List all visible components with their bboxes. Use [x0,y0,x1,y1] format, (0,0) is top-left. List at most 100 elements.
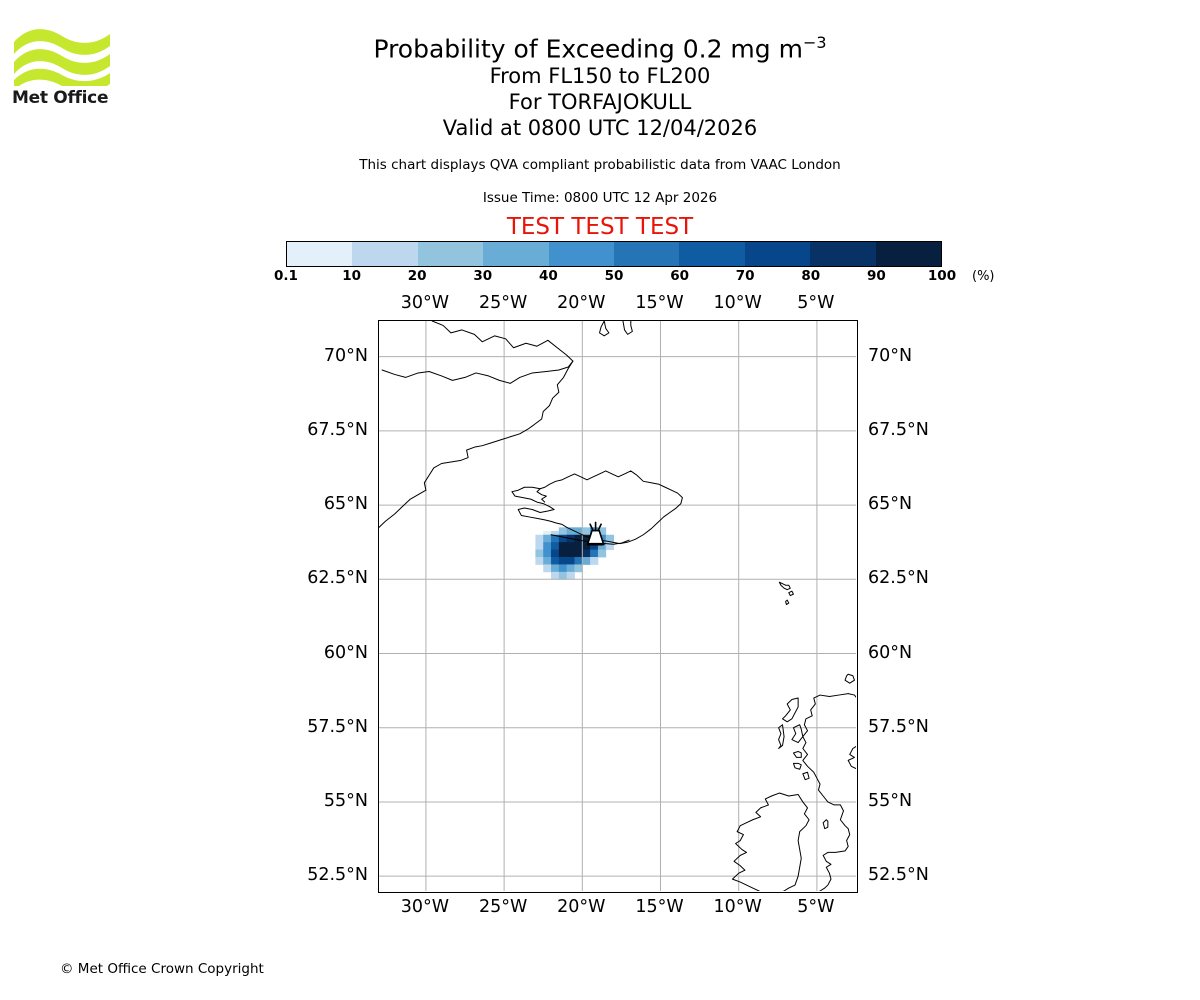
ash-cell [558,534,568,543]
lat-label-left-65°N: 65°N [323,494,368,515]
colorbar-tick-0.1: 0.1 [274,268,298,284]
ash-cell [543,534,552,543]
ash-probability-cells [535,527,614,580]
ash-cell [597,527,607,536]
ash-cell [566,549,575,558]
ash-cell [574,527,583,536]
ash-cell [582,542,591,550]
colorbar-tick-20: 20 [407,268,427,284]
colorbar-tick-40: 40 [538,268,558,284]
lon-label-bottom-25°W: 25°W [478,897,528,917]
ash-cell [535,542,544,550]
colorbar-tick-labels: 0.1 10 20 30 40 50 60 70 80 90 100 [274,268,956,286]
colorbar-tick-30: 30 [473,268,493,284]
ash-cell [566,571,575,580]
lat-label-left-55°N: 55°N [323,790,368,811]
lon-label-top-30°W: 30°W [400,293,450,313]
colorbar-band-2 [417,242,484,266]
lon-label-bottom-15°W: 15°W [635,897,684,917]
met-office-logo: Met Office [12,20,112,115]
colorbar-tick-70: 70 [735,268,755,284]
ash-cell [566,564,575,573]
colorbar-tick-10: 10 [342,268,361,284]
volcano-plume-2 [597,523,602,532]
coastlines [379,321,856,891]
ash-cell [574,534,583,543]
ash-cell [597,549,607,558]
test-banner: TEST TEST TEST [506,214,694,240]
ash-cell [543,549,552,558]
colorbar-tick-90: 90 [866,268,886,284]
colorbar-tick-60: 60 [670,268,689,284]
lat-label-right-65°N: 65°N [868,494,913,515]
ash-cell [582,534,591,543]
lat-label-left-62.5°N: 62.5°N [307,568,368,589]
coastline-segment [782,697,799,723]
ash-cell [574,549,583,558]
ash-cell [590,542,599,550]
colorbar-band-5 [614,242,680,266]
colorbar-gradient [286,241,942,267]
coastline-segment [599,321,610,337]
colorbar-band-0 [287,242,353,266]
colorbar-band-8 [810,242,876,266]
colorbar-band-1 [352,242,418,266]
ash-cell [551,571,560,580]
ash-cell [551,549,560,558]
ash-cell [535,549,544,558]
coastline-segment [792,750,802,758]
coastline-segment [822,819,829,830]
lon-label-top-10°W: 10°W [713,293,762,313]
lat-label-right-52.5°N: 52.5°N [868,865,929,886]
coastline-segment [792,762,802,770]
coastline-segment [778,581,791,591]
ash-cell [543,557,552,565]
colorbar-tick-80: 80 [801,268,821,284]
lon-label-bottom-5°W: 5°W [797,897,835,917]
lat-label-right-55°N: 55°N [868,790,913,811]
lon-label-bottom-10°W: 10°W [713,897,762,917]
ash-cell [566,527,575,536]
issue-time-text: Issue Time: 0800 UTC 12 Apr 2026 [482,190,718,206]
ash-cell [558,542,568,550]
ash-cell [582,527,591,536]
coastline-segment [844,673,855,684]
coastline-segment [511,470,683,545]
colorbar-band-4 [548,242,615,266]
lat-label-left-67.5°N: 67.5°N [307,419,368,440]
ash-cell [558,527,568,536]
volcano-plume-0 [589,523,594,532]
chart-title-text: Probability of Exceeding 0.2 mg m [373,34,803,64]
lat-label-right-70°N: 70°N [868,345,913,366]
coastline-segment [536,488,547,503]
ash-cell [590,549,599,558]
ash-cell [551,564,560,573]
colorbar-tick-100: 100 [927,268,957,284]
lon-label-bottom-20°W: 20°W [557,897,606,917]
lat-label-right-60°N: 60°N [868,642,913,663]
ash-cell [543,542,552,550]
ash-cell [551,557,560,565]
lat-label-left-60°N: 60°N [323,642,368,663]
lon-label-bottom-30°W: 30°W [400,897,450,917]
ash-cell [566,557,575,565]
ash-cell [558,557,568,565]
chart-title-exponent: −3 [802,33,827,52]
ash-cell [582,557,591,565]
qva-disclaimer-text: This chart displays QVA compliant probab… [359,157,841,173]
coastline-segment [778,724,785,749]
ash-cell [543,564,552,573]
ash-cell [551,542,560,550]
coastline-segment [731,792,810,891]
lat-label-left-70°N: 70°N [323,345,368,366]
ash-cell [566,542,575,550]
lon-label-top-20°W: 20°W [557,293,606,313]
met-office-logo-text: Met Office [12,88,109,108]
ash-cell [590,557,599,565]
valid-time-subtitle: Valid at 0800 UTC 12/04/2026 [442,116,758,140]
map-plot-area [378,320,858,893]
ash-cell [558,571,568,580]
coastline-segment [788,590,794,597]
copyright-notice: © Met Office Crown Copyright [60,961,264,977]
logo-wave-2 [14,49,110,75]
